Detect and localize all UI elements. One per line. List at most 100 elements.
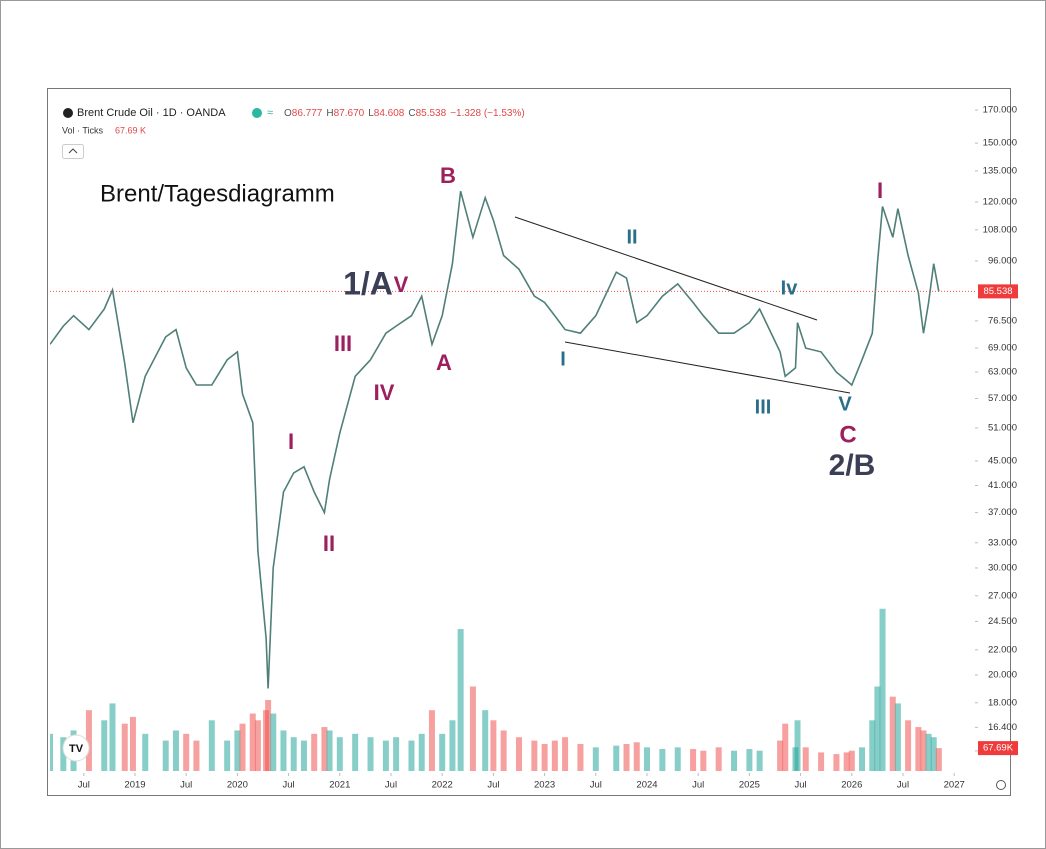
wave-label: Iv [781, 277, 799, 299]
volume-bar [336, 737, 343, 771]
x-tick-label: Jul [590, 780, 602, 791]
volume-bar [408, 740, 415, 771]
volume-bar [418, 733, 425, 771]
x-tick-label: Jul [795, 780, 807, 791]
settings-icon[interactable] [996, 780, 1006, 790]
wave-label: V [838, 393, 852, 415]
x-tick-label: Jul [487, 780, 499, 791]
volume-bar [848, 750, 855, 771]
y-tick-label: 30.000 [988, 562, 1017, 573]
volume-bar [300, 740, 307, 771]
volume-bar [777, 740, 784, 771]
volume-legend: Vol · Ticks [62, 125, 104, 135]
volume-bar [457, 629, 464, 771]
x-tick-label: Jul [78, 780, 90, 791]
volume-bar [700, 750, 707, 771]
y-tick-label: 63.000 [988, 367, 1017, 378]
volume-label: 67.69K [983, 743, 1014, 754]
volume-bar [715, 747, 722, 771]
volume-bar [393, 737, 400, 771]
volume-bar [193, 740, 200, 771]
volume-bar [623, 743, 630, 771]
wave-label: B [440, 163, 456, 188]
volume-bar [869, 720, 876, 771]
ohlc-label: H [326, 108, 333, 119]
volume-bar [874, 686, 881, 771]
volume-bar [633, 742, 640, 771]
x-tick-label: 2022 [432, 780, 453, 791]
volume-bar [254, 720, 261, 771]
volume-bar [270, 713, 277, 771]
volume-legend-value: 67.69 K [115, 125, 146, 135]
volume-bar [516, 737, 522, 771]
volume-bar [469, 686, 476, 771]
volume-bar [905, 720, 912, 771]
symbol-icon [63, 108, 73, 118]
y-tick-label: 37.000 [988, 507, 1017, 518]
y-tick-label: 16.400 [988, 722, 1017, 733]
y-tick-label: 22.000 [988, 644, 1017, 655]
ohlc-value: 84.608 [374, 108, 405, 119]
x-tick-label: 2019 [124, 780, 145, 791]
wave-label: C [839, 421, 856, 448]
volume-bar [60, 737, 67, 771]
volume-bar [249, 713, 256, 771]
volume-bar [859, 747, 866, 771]
volume-bar [85, 710, 92, 771]
price-label: 85.538 [983, 286, 1012, 297]
price-label-box [978, 284, 1018, 299]
y-tick-label: 120.000 [983, 197, 1017, 208]
volume-bar [382, 740, 389, 771]
volume-bar [731, 750, 738, 771]
volume-bar [920, 730, 927, 771]
collapse-button[interactable] [62, 144, 84, 159]
plot [50, 190, 942, 771]
trendline [514, 216, 818, 321]
volume-bar [690, 749, 697, 771]
volume-bar [109, 703, 116, 771]
volume-bar [234, 730, 241, 771]
volume-bar [439, 733, 446, 771]
volume-bar [746, 749, 753, 771]
x-tick-label: 2023 [534, 780, 555, 791]
wave-label: III [755, 396, 772, 418]
ohlc-label: O [284, 108, 292, 119]
y-tick-label: 51.000 [988, 422, 1017, 433]
price-line [50, 190, 940, 689]
ohlc-label: C [408, 108, 415, 119]
x-tick-label: Jul [692, 780, 704, 791]
volume-bar [482, 710, 489, 771]
volume-bar [352, 733, 359, 771]
volume-bar [500, 730, 507, 771]
x-tick-label: 2025 [739, 780, 760, 791]
wave-label: 1/A [343, 265, 393, 301]
y-tick-label: 45.000 [988, 455, 1017, 466]
volume-bar [915, 727, 922, 771]
tv-logo[interactable] [62, 734, 90, 762]
y-tick-label: 27.000 [988, 590, 1017, 601]
y-tick-label: 96.000 [988, 255, 1017, 266]
wave-label: IV [374, 380, 395, 405]
volume-bar [449, 720, 456, 771]
y-tick-label: 135.000 [983, 165, 1017, 176]
wave-label: 2/B [829, 449, 876, 482]
volume-bar [239, 723, 246, 771]
chevron [68, 148, 78, 154]
y-tick-label: 24.500 [988, 616, 1017, 627]
ohlc: O86.777 H87.670 L84.608 C85.538 −1.328 (−1.5… [284, 108, 525, 119]
x-tick-label: Jul [283, 780, 295, 791]
ohlc-change: −1.328 (−1.53%) [450, 108, 525, 119]
y-tick-label: 170.000 [983, 105, 1017, 116]
status-icon [252, 108, 262, 118]
wave-label: A [436, 350, 452, 375]
volume-bar [577, 743, 584, 771]
x-tick-label: Jul [897, 780, 909, 791]
symbol-name[interactable]: Brent Crude Oil · 1D · OANDA [77, 107, 226, 119]
volume-bar [833, 754, 840, 771]
tv-logo: TV [69, 743, 84, 755]
volume-bar [930, 737, 937, 771]
volume-bar [562, 737, 569, 771]
x-tick-label: Jul [385, 780, 397, 791]
wave-label: I [877, 178, 883, 203]
